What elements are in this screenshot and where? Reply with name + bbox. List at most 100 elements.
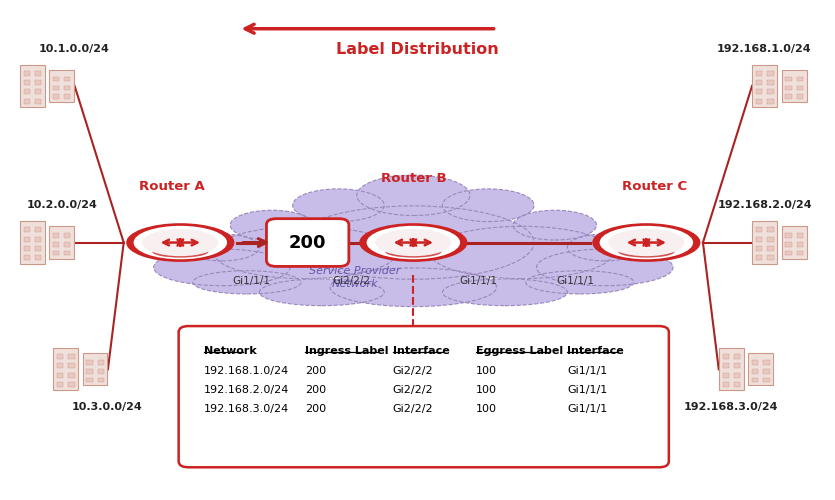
FancyBboxPatch shape xyxy=(57,364,63,368)
FancyBboxPatch shape xyxy=(767,70,774,76)
Text: Gi1/1/1: Gi1/1/1 xyxy=(557,276,595,286)
Text: Router A: Router A xyxy=(139,180,205,193)
FancyBboxPatch shape xyxy=(53,348,78,391)
FancyBboxPatch shape xyxy=(98,360,104,365)
FancyBboxPatch shape xyxy=(797,94,802,99)
FancyBboxPatch shape xyxy=(757,228,762,232)
Ellipse shape xyxy=(618,246,675,258)
Text: Ingress Label: Ingress Label xyxy=(305,346,388,356)
FancyBboxPatch shape xyxy=(24,98,30,103)
FancyBboxPatch shape xyxy=(757,98,762,103)
Text: 192.168.1.0/24: 192.168.1.0/24 xyxy=(716,44,811,54)
Ellipse shape xyxy=(142,229,219,256)
Ellipse shape xyxy=(608,229,685,256)
Text: Interface: Interface xyxy=(567,346,624,356)
FancyBboxPatch shape xyxy=(86,378,93,382)
FancyBboxPatch shape xyxy=(53,94,59,99)
Ellipse shape xyxy=(230,210,313,240)
FancyBboxPatch shape xyxy=(53,242,59,246)
FancyBboxPatch shape xyxy=(767,98,774,103)
FancyBboxPatch shape xyxy=(786,251,792,256)
Text: 100: 100 xyxy=(476,384,497,394)
Text: 10.2.0.0/24: 10.2.0.0/24 xyxy=(27,200,97,210)
FancyBboxPatch shape xyxy=(752,65,777,107)
FancyBboxPatch shape xyxy=(797,86,802,90)
Ellipse shape xyxy=(292,189,384,222)
Text: 192.168.3.0/24: 192.168.3.0/24 xyxy=(204,404,289,413)
FancyBboxPatch shape xyxy=(35,90,42,94)
Ellipse shape xyxy=(154,249,291,286)
Ellipse shape xyxy=(537,249,673,286)
FancyBboxPatch shape xyxy=(35,246,42,251)
Text: Gi1/1/1: Gi1/1/1 xyxy=(567,404,608,413)
Ellipse shape xyxy=(567,234,642,261)
Text: Gi2/2/2: Gi2/2/2 xyxy=(332,276,370,286)
Ellipse shape xyxy=(514,210,596,240)
Ellipse shape xyxy=(152,246,209,258)
FancyBboxPatch shape xyxy=(723,382,729,387)
FancyBboxPatch shape xyxy=(179,326,669,468)
FancyBboxPatch shape xyxy=(68,382,74,387)
FancyBboxPatch shape xyxy=(64,242,70,246)
FancyBboxPatch shape xyxy=(723,372,729,378)
Text: 200: 200 xyxy=(305,384,326,394)
Ellipse shape xyxy=(126,223,235,262)
Text: Gi1/1/1: Gi1/1/1 xyxy=(459,276,498,286)
Text: Network: Network xyxy=(204,346,256,356)
FancyBboxPatch shape xyxy=(786,77,792,82)
FancyBboxPatch shape xyxy=(734,364,741,368)
Text: Label Distribution: Label Distribution xyxy=(337,42,498,57)
FancyBboxPatch shape xyxy=(757,246,762,251)
FancyBboxPatch shape xyxy=(57,372,63,378)
FancyBboxPatch shape xyxy=(767,90,774,94)
FancyBboxPatch shape xyxy=(68,372,74,378)
FancyBboxPatch shape xyxy=(64,234,70,238)
FancyBboxPatch shape xyxy=(786,86,792,90)
FancyBboxPatch shape xyxy=(57,354,63,359)
FancyBboxPatch shape xyxy=(752,222,777,264)
Ellipse shape xyxy=(367,226,460,260)
Ellipse shape xyxy=(443,189,534,222)
Text: 200: 200 xyxy=(305,404,326,413)
FancyBboxPatch shape xyxy=(763,360,770,365)
Ellipse shape xyxy=(526,270,634,294)
Ellipse shape xyxy=(330,268,497,306)
FancyBboxPatch shape xyxy=(734,372,741,378)
FancyBboxPatch shape xyxy=(98,369,104,374)
FancyBboxPatch shape xyxy=(35,80,42,85)
FancyBboxPatch shape xyxy=(767,228,774,232)
FancyBboxPatch shape xyxy=(767,246,774,251)
FancyBboxPatch shape xyxy=(68,354,74,359)
FancyBboxPatch shape xyxy=(734,382,741,387)
Text: 200: 200 xyxy=(305,366,326,376)
Text: 200: 200 xyxy=(289,234,326,252)
FancyBboxPatch shape xyxy=(24,246,30,251)
Ellipse shape xyxy=(193,270,301,294)
FancyBboxPatch shape xyxy=(35,255,42,260)
FancyBboxPatch shape xyxy=(757,70,762,76)
Ellipse shape xyxy=(375,229,452,256)
FancyBboxPatch shape xyxy=(782,226,807,258)
Text: 192.168.3.0/24: 192.168.3.0/24 xyxy=(683,402,778,411)
FancyBboxPatch shape xyxy=(719,348,744,391)
FancyBboxPatch shape xyxy=(24,70,30,76)
Text: 10.3.0.0/24: 10.3.0.0/24 xyxy=(72,402,143,411)
FancyBboxPatch shape xyxy=(748,353,773,386)
FancyBboxPatch shape xyxy=(734,354,741,359)
Ellipse shape xyxy=(185,234,260,261)
FancyBboxPatch shape xyxy=(35,98,42,103)
Text: Eggress Label: Eggress Label xyxy=(476,346,563,356)
FancyBboxPatch shape xyxy=(767,80,774,85)
FancyBboxPatch shape xyxy=(786,242,792,246)
FancyBboxPatch shape xyxy=(57,382,63,387)
Text: Gi1/1/1: Gi1/1/1 xyxy=(567,366,608,376)
FancyBboxPatch shape xyxy=(49,226,74,258)
FancyBboxPatch shape xyxy=(752,360,758,365)
FancyBboxPatch shape xyxy=(752,369,758,374)
FancyBboxPatch shape xyxy=(20,65,45,107)
FancyBboxPatch shape xyxy=(757,80,762,85)
FancyBboxPatch shape xyxy=(86,369,93,374)
Text: Interface: Interface xyxy=(392,346,449,356)
FancyBboxPatch shape xyxy=(86,360,93,365)
Text: Router B: Router B xyxy=(381,172,446,186)
